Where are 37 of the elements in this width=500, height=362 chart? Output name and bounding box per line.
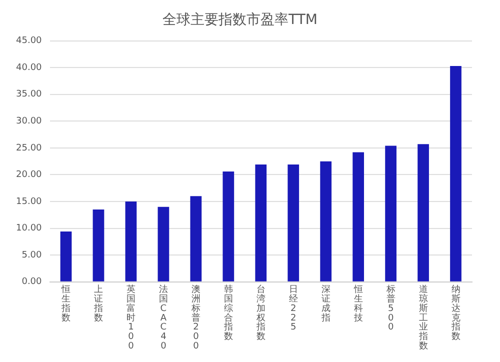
bar [320, 161, 332, 282]
y-tick-label: 0.00 [22, 277, 42, 288]
bar [418, 144, 429, 282]
y-tick-label: 5.00 [22, 250, 42, 260]
y-tick-label: 40.00 [16, 62, 42, 73]
x-tick-label: 恒生指数 [60, 284, 71, 324]
x-tick-label: 英国富时100 [126, 284, 136, 352]
bar [222, 172, 234, 282]
y-tick-label: 45.00 [16, 36, 42, 46]
bar [288, 164, 300, 282]
x-tick-label: 深证成指 [320, 284, 330, 324]
bar [352, 152, 364, 282]
x-tick-label: 上证指数 [92, 284, 103, 324]
y-tick-label: 25.00 [16, 143, 42, 154]
bar [60, 232, 72, 282]
x-tick-label: 道琼斯工业指数 [418, 284, 428, 352]
bar [125, 202, 137, 282]
x-tick-label: 台湾加权指数 [255, 284, 266, 342]
y-tick-label: 10.00 [16, 224, 42, 234]
bar [190, 196, 202, 282]
x-tick-label: 法国CAC40 [158, 284, 168, 352]
y-tick-label: 30.00 [16, 116, 42, 126]
x-tick-label: 韩国综合指数 [222, 284, 233, 342]
x-tick-label: 标普500 [385, 284, 396, 333]
bar [385, 146, 396, 282]
x-tick-label: 恒生科技 [352, 284, 363, 324]
y-tick-label: 15.00 [16, 196, 42, 207]
y-tick-label: 20.00 [16, 170, 42, 180]
x-tick-label: 纳斯达克指数 [450, 284, 460, 342]
bar [255, 164, 267, 282]
x-tick-label: 澳洲标普200 [190, 284, 200, 352]
bar [450, 66, 462, 282]
bar [92, 210, 104, 282]
chart-title: 全球主要指数市盈率TTM [162, 12, 318, 28]
bar [158, 206, 170, 282]
x-tick-label: 日经225 [288, 284, 298, 333]
y-tick-label: 35.00 [16, 90, 42, 100]
